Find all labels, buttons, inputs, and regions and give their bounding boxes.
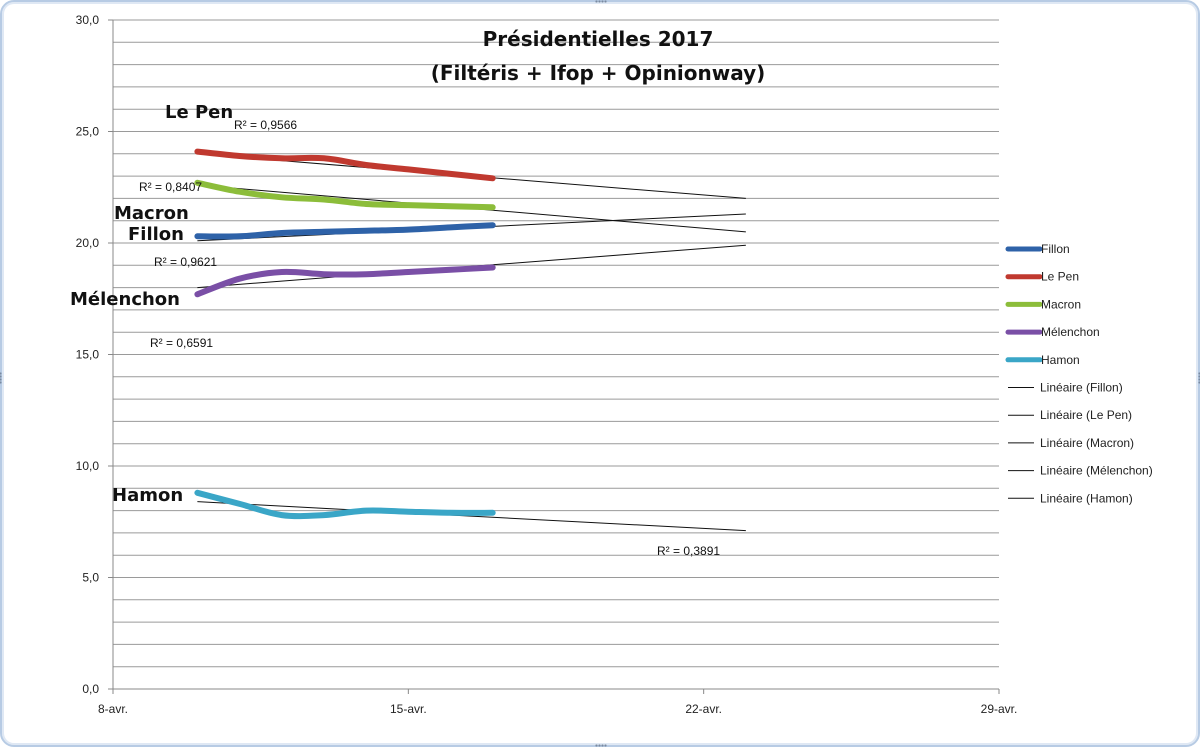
series-line-lepen [194,148,496,182]
legend-label: Le Pen [1041,270,1079,284]
legend-item: Mélenchon [1005,325,1100,339]
legend-label: Linéaire (Mélenchon) [1040,464,1153,478]
chart-title: Présidentielles 2017 [483,27,714,51]
label-melenchon: Mélenchon [70,289,180,310]
legend-item: Hamon [1005,353,1080,367]
label-macron: Macron [114,203,189,224]
r2-macron: R² = 0,8407 [139,180,202,194]
axes: 0,0 5,0 10,0 15,0 20,0 25,0 30,0 8-avr. 15-avr. 2… [76,13,1018,716]
series-line-macron [194,179,496,211]
y-tick-label: 20,0 [76,236,100,250]
label-hamon: Hamon [112,485,183,506]
r2-le-pen: R² = 0,9566 [234,118,297,132]
y-tick-label: 5,0 [82,571,99,585]
legend-item: Linéaire (Macron) [1008,436,1134,450]
series-line-fillon [194,222,496,240]
r2-hamon: R² = 0,3891 [657,544,720,558]
bottom-resize-handle[interactable] [595,744,607,747]
left-resize-handle[interactable] [0,372,2,384]
r2-melenchon: R² = 0,6591 [150,336,213,350]
legend-item: Linéaire (Le Pen) [1008,408,1132,422]
legend-label: Macron [1041,297,1081,311]
legend-item: Linéaire (Hamon) [1008,491,1133,505]
legend-label: Mélenchon [1041,325,1100,339]
legend-item: Linéaire (Mélenchon) [1008,464,1153,478]
y-tick-label: 10,0 [76,459,100,473]
gridlines [113,19,999,668]
right-resize-handle[interactable] [1198,372,1200,384]
series-lines [194,148,496,520]
legend-item: Le Pen [1005,270,1079,284]
x-tick-label: 29-avr. [981,702,1018,716]
top-resize-handle[interactable] [595,0,607,3]
series-line-hamon [194,489,496,520]
legend-label: Linéaire (Macron) [1040,436,1134,450]
legend-item: Fillon [1005,242,1070,256]
label-le-pen: Le Pen [165,102,233,123]
legend: Fillon Le Pen Macron Mélenchon Hamon Linéaire… [1005,242,1153,505]
trend-line-hamon [197,501,746,532]
legend-item: Macron [1005,297,1081,311]
legend-label: Linéaire (Fillon) [1040,381,1123,395]
y-tick-label: 15,0 [76,348,100,362]
y-tick-label: 30,0 [76,13,100,27]
y-tick-label: 25,0 [76,125,100,139]
legend-label: Linéaire (Hamon) [1040,491,1133,505]
x-tick-label: 8-avr. [98,702,128,716]
x-tick-label: 15-avr. [390,702,427,716]
x-tick-label: 22-avr. [685,702,722,716]
legend-item: Linéaire (Fillon) [1008,381,1123,395]
trend-lines [197,153,746,532]
legend-label: Linéaire (Le Pen) [1040,408,1132,422]
chart-subtitle: (Filtéris + Ifop + Opinionway) [431,61,766,85]
y-tick-label: 0,0 [82,682,99,696]
legend-label: Fillon [1041,242,1070,256]
series-line-mlenchon [194,264,496,298]
r2-fillon: R² = 0,9621 [154,255,217,269]
legend-label: Hamon [1041,353,1080,367]
label-fillon: Fillon [128,224,184,245]
